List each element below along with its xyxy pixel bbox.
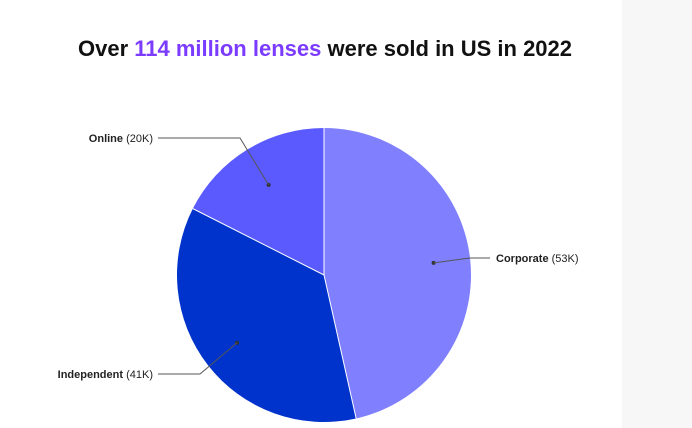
title-highlight: 114 million lenses xyxy=(134,36,322,61)
leader-line-corporate xyxy=(433,257,490,264)
slice-label-name: Online xyxy=(89,133,123,145)
slice-label-online: Online (20K) xyxy=(89,133,153,145)
pie-slice-independent xyxy=(176,208,357,422)
pie-slice-corporate xyxy=(324,128,471,419)
slice-label-name: Corporate xyxy=(496,253,549,265)
slice-label-name: Independent xyxy=(58,369,124,381)
background-panel xyxy=(622,0,692,428)
leader-line-online xyxy=(158,137,269,186)
slice-label-corporate: Corporate (53K) xyxy=(496,253,579,265)
chart-title: Over 114 million lenses were sold in US … xyxy=(0,36,650,62)
slice-label-value: (20K) xyxy=(123,133,153,145)
leader-line-independent xyxy=(158,342,238,375)
slice-label-independent: Independent (41K) xyxy=(58,369,153,381)
slice-label-value: (53K) xyxy=(549,253,579,265)
pie-slice-online xyxy=(192,128,324,275)
slice-separator xyxy=(192,208,325,276)
title-prefix: Over xyxy=(77,36,135,61)
slice-label-value: (41K) xyxy=(123,369,153,381)
title-suffix: were sold in US in 2022 xyxy=(321,36,573,61)
slice-separator xyxy=(323,274,357,419)
